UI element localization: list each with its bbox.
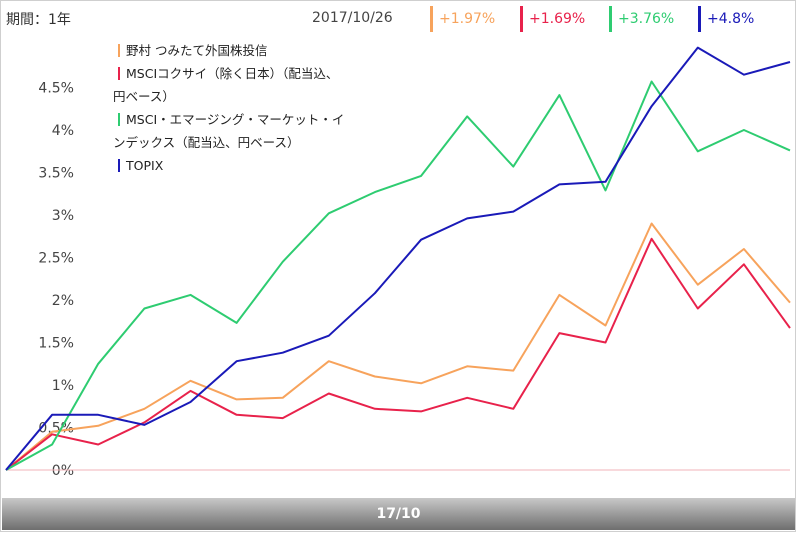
legend-label-1-cont: 円ベース） [113,89,175,104]
y-tick-label: 2.5% [38,251,74,267]
y-tick-label: 1% [52,378,74,394]
change-badge-msci-emerging: +3.76% [609,6,674,32]
y-tick-label: 4.5% [38,81,74,97]
y-tick-label: 1.5% [38,336,74,352]
y-tick-label: 0% [52,463,74,479]
x-tick-label: 17/10 [376,506,421,522]
change-badge-topix: +4.8% [698,6,754,32]
legend-label-2: MSCI・エマージング・マーケット・イ [126,112,344,127]
legend-label-1: MSCIコクサイ（除く日本）（配当込、 [126,66,338,81]
date-label: 2017/10/26 [312,10,393,26]
series-line-2 [5,80,791,471]
y-axis-ticks: 0% 0.5% 1% 1.5% 2% 2.5% 3% 3.5% 4% 4.5% [38,81,74,480]
legend-label-2-cont: ンデックス（配当込、円ベース） [113,135,300,150]
series-line-3 [5,46,791,471]
legend-label-3: TOPIX [125,158,164,173]
series-lines [5,46,791,471]
y-tick-label: 4% [52,123,74,139]
y-tick-label: 0.5% [38,421,74,437]
y-tick-label: 3% [52,208,74,224]
change-badge-msci-kokusai: +1.69% [520,6,585,32]
y-tick-label: 2% [52,293,74,309]
x-axis-bar: 17/10 [2,498,795,530]
period-label: 期間：1年 [6,12,71,28]
legend-label-0: 野村 つみたて外国株投信 [126,43,267,58]
change-badge-nomura: +1.97% [430,6,495,32]
legend: 野村 つみたて外国株投信 MSCIコクサイ（除く日本）（配当込、円ベース） MSCI… [113,43,344,173]
series-line-0 [5,222,791,471]
series-line-1 [5,237,791,471]
y-tick-label: 3.5% [38,166,74,182]
